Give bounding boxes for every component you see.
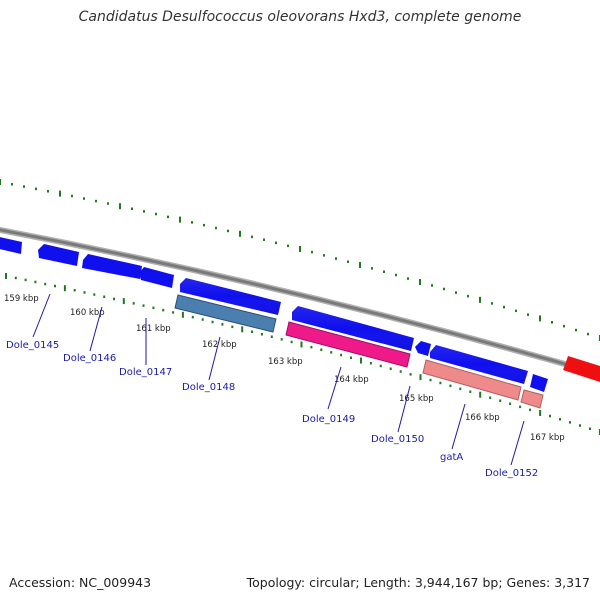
cds-arrow[interactable] [563, 356, 600, 382]
cds-arrow[interactable] [530, 374, 548, 392]
accession-text: Accession: NC_009943 [9, 575, 152, 590]
outer-tick-ring [0, 179, 600, 341]
genome-summary-text: Topology: circular; Length: 3,944,167 bp… [246, 575, 590, 590]
gene-labels: Dole_0145 Dole_0146 Dole_0147 Dole_0148 … [6, 340, 538, 479]
scale-label: 159 kbp [4, 294, 39, 304]
cds-arrow[interactable] [82, 254, 142, 279]
inner-scale-ring [5, 273, 600, 435]
cds-shading [180, 278, 528, 384]
scale-label: 163 kbp [268, 357, 303, 367]
scale-labels: 159 kbp 160 kbp 161 kbp 162 kbp 163 kbp … [4, 294, 565, 443]
scale-label: 164 kbp [334, 375, 369, 385]
cds-arrow[interactable] [139, 267, 174, 288]
gene-track [174, 294, 544, 409]
gene-label[interactable]: Dole_0149 [302, 414, 355, 425]
scale-label: 162 kbp [202, 340, 237, 350]
gene-label[interactable]: Dole_0148 [182, 382, 235, 393]
gene-label[interactable]: Dole_0147 [119, 367, 172, 378]
cds-arrow[interactable] [38, 244, 79, 266]
map-title: Candidatus Desulfococcus oleovorans Hxd3… [78, 9, 522, 25]
gene-label[interactable]: gatA [440, 452, 463, 463]
gene-feature-salmon[interactable] [520, 389, 544, 409]
gene-feature-magenta[interactable] [285, 321, 411, 368]
gene-label[interactable]: Dole_0145 [6, 340, 59, 351]
genome-backbone-core [0, 228, 600, 376]
gene-feature-salmon[interactable] [422, 359, 522, 401]
leader-lines [32, 293, 525, 466]
gene-feature-steel[interactable] [174, 294, 277, 333]
gene-label[interactable]: Dole_0150 [371, 434, 424, 445]
gene-label[interactable]: Dole_0152 [485, 468, 538, 479]
scale-label: 160 kbp [70, 308, 105, 318]
scale-label: 165 kbp [399, 394, 434, 404]
gene-label[interactable]: Dole_0146 [63, 353, 116, 364]
cds-arrow[interactable] [415, 341, 431, 356]
scale-label: 167 kbp [530, 433, 565, 443]
cds-arrow[interactable] [0, 236, 22, 254]
scale-label: 161 kbp [136, 324, 171, 334]
scale-label: 166 kbp [465, 413, 500, 423]
